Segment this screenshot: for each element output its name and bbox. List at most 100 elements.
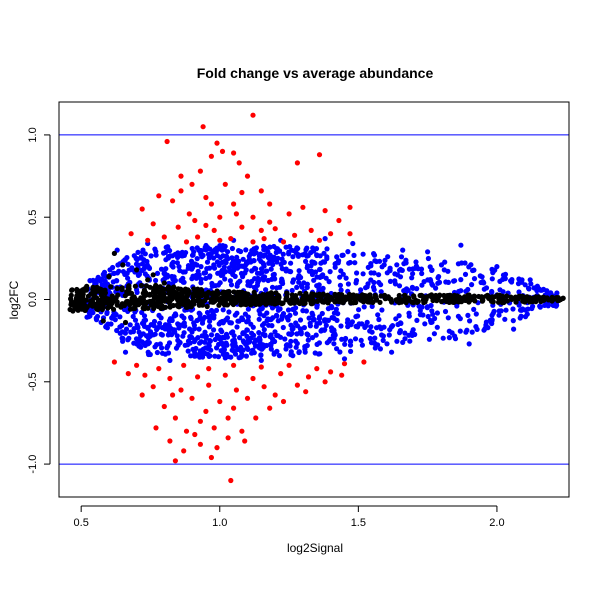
- black-point: [297, 290, 303, 296]
- blue-point: [117, 330, 123, 336]
- blue-point: [286, 331, 292, 337]
- blue-point: [220, 334, 226, 341]
- blue-point: [502, 272, 508, 278]
- blue-point: [223, 260, 229, 266]
- blue-point: [340, 252, 346, 258]
- blue-point: [125, 275, 131, 281]
- red-point: [239, 428, 245, 434]
- black-point: [279, 301, 285, 307]
- black-point: [203, 293, 209, 299]
- blue-point: [236, 318, 242, 324]
- blue-point: [289, 247, 295, 253]
- blue-point: [211, 255, 217, 261]
- black-point: [138, 300, 144, 306]
- red-point: [222, 181, 228, 187]
- black-point: [442, 297, 448, 304]
- blue-point: [181, 252, 187, 258]
- blue-point: [252, 343, 259, 349]
- black-point: [336, 292, 342, 298]
- black-point: [527, 295, 533, 301]
- red-point: [236, 160, 242, 166]
- blue-point: [276, 353, 282, 359]
- blue-point: [231, 333, 237, 339]
- blue-point: [271, 350, 277, 356]
- blue-point: [412, 265, 419, 271]
- y-axis: -1.0 -0.5 0.0 0.5 1.0: [27, 127, 51, 474]
- blue-point: [510, 306, 516, 312]
- red-point: [211, 227, 217, 233]
- red-point: [280, 398, 287, 405]
- black-point: [105, 305, 111, 311]
- blue-point: [175, 254, 181, 260]
- blue-point: [457, 328, 463, 334]
- blue-point: [360, 251, 366, 257]
- black-point: [114, 299, 120, 305]
- blue-point: [153, 277, 159, 284]
- blue-point: [477, 273, 483, 279]
- blue-point: [225, 256, 231, 262]
- blue-point: [231, 263, 237, 269]
- blue-point: [261, 313, 267, 319]
- blue-point: [496, 312, 502, 318]
- black-point: [401, 292, 408, 298]
- red-point: [214, 140, 220, 146]
- blue-point: [345, 317, 351, 323]
- blue-point: [164, 345, 170, 351]
- red-point: [286, 362, 292, 368]
- blue-point: [279, 313, 285, 319]
- black-point: [479, 294, 485, 300]
- blue-point: [517, 315, 523, 321]
- blue-point: [154, 349, 160, 356]
- blue-point: [378, 289, 384, 295]
- black-point: [508, 294, 514, 300]
- blue-point: [234, 324, 240, 330]
- blue-point: [434, 324, 440, 330]
- blue-point: [221, 264, 227, 270]
- blue-point: [544, 288, 550, 294]
- black-point: [466, 299, 472, 305]
- blue-point: [458, 277, 464, 283]
- black-point: [138, 295, 144, 301]
- black-point: [332, 298, 338, 304]
- blue-point: [368, 324, 374, 330]
- blue-point: [302, 344, 308, 350]
- blue-point: [452, 278, 458, 284]
- blue-point: [209, 283, 215, 289]
- x-tick-label: 1.5: [351, 517, 366, 529]
- blue-point: [217, 246, 223, 252]
- blue-point: [249, 330, 255, 336]
- blue-point: [204, 345, 211, 351]
- blue-point: [204, 259, 211, 265]
- red-point: [231, 405, 237, 411]
- blue-point: [202, 314, 208, 320]
- blue-point: [269, 284, 276, 290]
- blue-point: [481, 286, 487, 292]
- blue-point: [350, 240, 356, 247]
- blue-point: [369, 303, 375, 309]
- blue-point: [352, 336, 359, 342]
- blue-point: [189, 266, 195, 272]
- blue-point: [161, 270, 167, 277]
- blue-point: [257, 311, 263, 317]
- red-point: [286, 211, 292, 217]
- black-point: [367, 299, 373, 305]
- blue-point: [224, 315, 231, 321]
- blue-point: [311, 316, 317, 323]
- blue-point: [249, 268, 255, 274]
- blue-point: [275, 307, 281, 313]
- black-point: [328, 294, 334, 300]
- black-point: [161, 305, 167, 311]
- blue-point: [204, 309, 211, 316]
- black-point: [100, 318, 106, 324]
- blue-point: [321, 250, 327, 256]
- black-point: [495, 292, 501, 299]
- blue-point: [139, 267, 145, 273]
- blue-point: [151, 318, 158, 325]
- black-point: [76, 300, 82, 306]
- blue-point: [205, 244, 211, 251]
- red-point: [253, 415, 259, 421]
- blue-point: [225, 249, 231, 255]
- blue-point: [259, 305, 265, 311]
- blue-point: [206, 353, 212, 359]
- blue-point: [510, 326, 517, 332]
